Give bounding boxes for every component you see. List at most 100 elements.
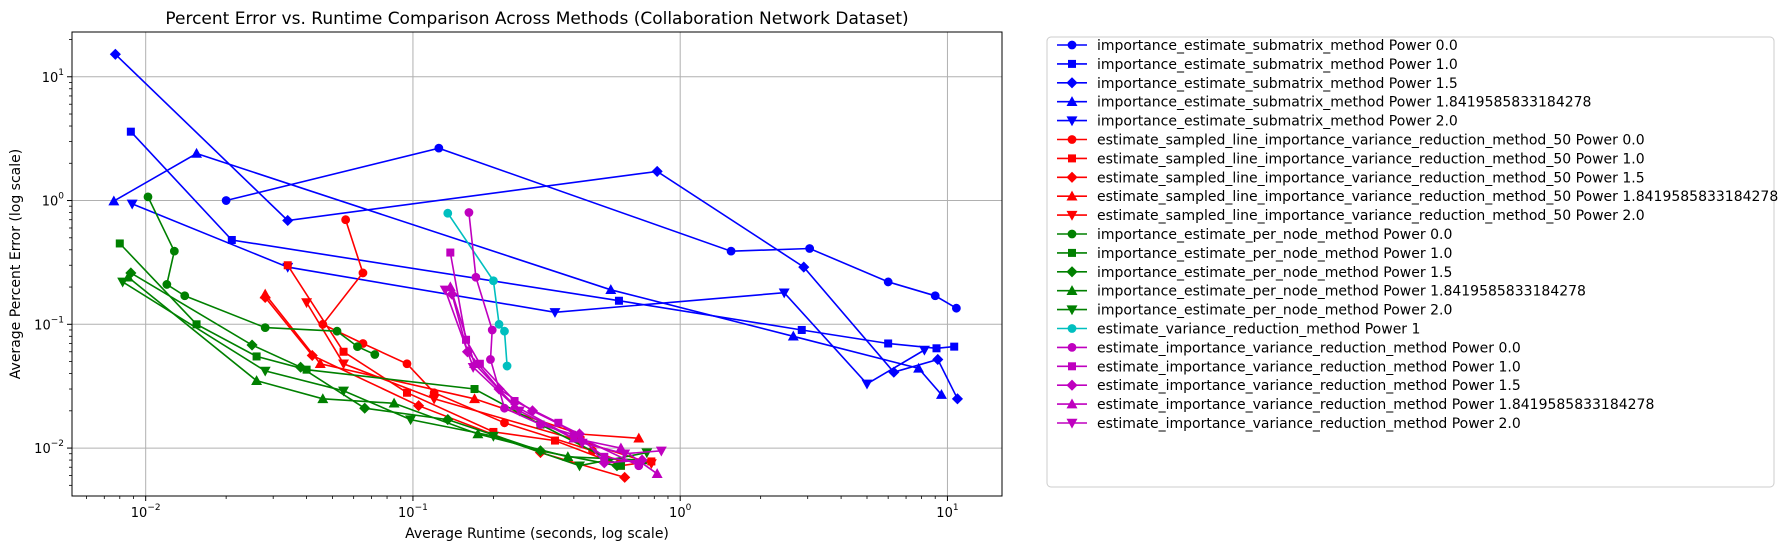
data-point	[950, 342, 959, 351]
data-point	[951, 303, 961, 313]
data-point	[221, 196, 231, 205]
legend-marker	[1066, 418, 1078, 429]
legend-label: estimate_sampled_line_importance_varianc…	[1097, 133, 1645, 149]
legend-entry: importance_estimate_per_node_method Powe…	[1057, 303, 1452, 319]
data-point	[470, 385, 479, 394]
legend-marker	[1067, 40, 1077, 50]
legend-marker	[1068, 154, 1077, 163]
data-point	[180, 291, 190, 301]
data-point	[464, 208, 474, 217]
data-point	[636, 454, 648, 466]
legend-entry: estimate_sampled_line_importance_varianc…	[1057, 208, 1645, 224]
data-point	[471, 272, 481, 282]
legend-label: importance_estimate_submatrix_method Pow…	[1097, 95, 1591, 111]
legend-entry: importance_estimate_per_node_method Powe…	[1057, 246, 1452, 262]
legend-label: importance_estimate_per_node_method Powe…	[1097, 246, 1452, 262]
axis-ticks: 10−2 10−1 100 101 10−2 10−1 100 101	[34, 39, 959, 521]
legend-label: importance_estimate_per_node_method Powe…	[1097, 284, 1586, 300]
y-tick-label: 10−1	[34, 315, 64, 333]
legend-marker	[1066, 116, 1078, 127]
legend-entry: estimate_importance_variance_reduction_m…	[1057, 416, 1521, 432]
data-point	[787, 330, 799, 341]
data-point	[598, 457, 610, 469]
data-point	[486, 355, 495, 364]
data-point	[513, 406, 525, 417]
data-point	[918, 345, 930, 356]
data-point	[883, 277, 893, 287]
series-4	[126, 199, 930, 390]
data-point	[611, 460, 623, 472]
legend-marker	[1067, 135, 1077, 144]
data-point	[500, 403, 509, 413]
data-point	[434, 143, 444, 153]
legend-entry: estimate_sampled_line_importance_varianc…	[1057, 170, 1645, 186]
data-point	[576, 438, 588, 449]
data-point	[283, 261, 292, 270]
chart-title: Percent Error vs. Runtime Comparison Acr…	[165, 9, 908, 29]
data-point	[126, 199, 138, 210]
series-line	[444, 289, 662, 455]
data-point	[614, 296, 623, 305]
legend-label: importance_estimate_submatrix_method Pow…	[1097, 114, 1458, 130]
series-15	[443, 208, 512, 371]
legend-entry: estimate_variance_reduction_method Power…	[1057, 322, 1420, 338]
series-line	[468, 212, 640, 467]
data-point	[619, 471, 631, 483]
data-point	[402, 359, 412, 369]
data-point	[936, 389, 947, 399]
data-point	[446, 248, 455, 257]
data-point	[645, 459, 657, 470]
legend-label: estimate_importance_variance_reduction_m…	[1097, 378, 1521, 394]
legend-label: estimate_importance_variance_reduction_m…	[1097, 416, 1521, 432]
data-point	[439, 285, 451, 296]
data-point	[550, 436, 559, 445]
y-tick-label: 10−2	[34, 439, 64, 457]
data-point	[339, 347, 348, 356]
data-point	[109, 48, 121, 60]
legend-marker	[1067, 342, 1077, 352]
series-1	[126, 127, 959, 353]
data-point	[805, 244, 815, 253]
series-10	[143, 192, 380, 359]
grid	[72, 32, 1002, 496]
data-point	[108, 195, 120, 206]
legend-frame	[1046, 36, 1775, 488]
data-point	[619, 449, 631, 460]
data-point	[332, 326, 342, 336]
legend-marker	[1066, 96, 1078, 106]
legend-label: importance_estimate_per_node_method Powe…	[1097, 227, 1452, 243]
legend-entry: importance_estimate_per_node_method Powe…	[1057, 227, 1452, 243]
data-point	[191, 147, 203, 158]
data-point	[259, 288, 271, 299]
legend-label: importance_estimate_submatrix_method Pow…	[1097, 76, 1458, 92]
legend-label: importance_estimate_per_node_method Powe…	[1097, 265, 1452, 281]
legend-entry: estimate_importance_variance_reduction_m…	[1057, 378, 1521, 394]
data-point	[467, 362, 479, 373]
legend-entry: estimate_sampled_line_importance_varianc…	[1057, 151, 1645, 167]
data-point	[913, 362, 925, 373]
legend-entry: importance_estimate_per_node_method Powe…	[1057, 284, 1586, 300]
series-3	[108, 147, 947, 399]
legend-entry: estimate_importance_variance_reduction_m…	[1057, 359, 1521, 375]
legend-label: estimate_sampled_line_importance_varianc…	[1097, 151, 1645, 167]
series-14	[117, 277, 653, 472]
data-point	[358, 268, 368, 278]
plot-area: 10−2 10−1 100 101 10−2 10−1 100 101	[34, 31, 1003, 521]
legend-label: importance_estimate_per_node_method Powe…	[1097, 303, 1452, 319]
data-point	[494, 319, 504, 329]
x-tick-label: 100	[669, 503, 692, 521]
data-point	[651, 468, 663, 479]
data-point	[797, 325, 806, 334]
legend-items: importance_estimate_submatrix_method Pow…	[1057, 38, 1778, 432]
data-point	[143, 192, 153, 202]
data-point	[402, 388, 411, 397]
x-tick-label: 101	[936, 503, 958, 521]
data-point	[562, 451, 574, 462]
data-point	[443, 208, 453, 218]
data-point	[502, 361, 512, 371]
data-point	[338, 359, 350, 370]
data-point	[260, 323, 270, 333]
legend-marker	[1066, 171, 1078, 183]
data-point	[861, 379, 873, 390]
legend-entry: estimate_sampled_line_importance_varianc…	[1057, 133, 1645, 149]
